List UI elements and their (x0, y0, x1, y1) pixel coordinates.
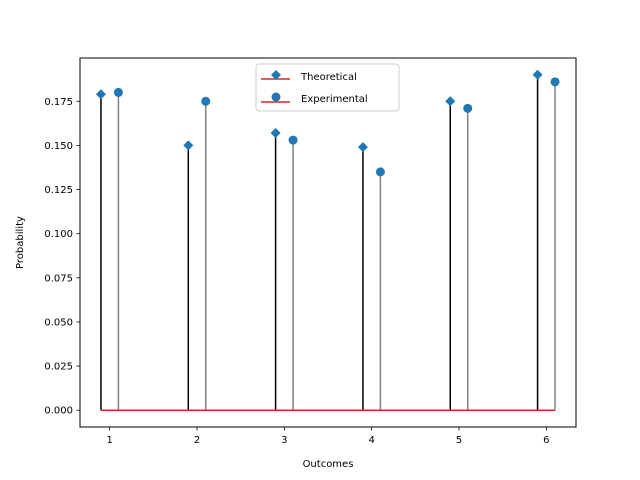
data-point-circle (550, 77, 560, 87)
data-point-diamond (183, 140, 194, 151)
legend-label-theoretical: Theoretical (300, 72, 357, 83)
legend-box (255, 63, 400, 112)
data-point-diamond (95, 89, 106, 100)
y-tick-label: 0.150 (44, 141, 73, 152)
legend-diamond-marker-icon (271, 70, 281, 80)
data-point-diamond (532, 69, 543, 80)
x-tick-label: 4 (368, 435, 374, 446)
y-tick-label: 0.175 (44, 97, 73, 108)
x-axis: 1 2 3 4 5 6 (107, 427, 549, 446)
y-tick-label: 0.050 (44, 317, 73, 328)
y-axis: 0.000 0.025 0.050 0.075 0.100 0.125 0.150 0.175 (44, 97, 80, 417)
x-tick-label: 2 (194, 435, 200, 446)
y-tick-label: 0.100 (44, 229, 73, 240)
data-point-circle (113, 87, 123, 97)
axes-frame (79, 57, 577, 428)
legend-label-experimental: Experimental (301, 94, 368, 105)
data-point-diamond (445, 96, 456, 107)
legend: Theoretical Experimental (255, 63, 400, 112)
data-point-diamond (270, 128, 281, 139)
x-tick-label: 5 (456, 435, 462, 446)
legend-entry-experimental: Experimental (261, 92, 368, 105)
data-point-circle (201, 96, 211, 106)
data-point-diamond (357, 142, 368, 153)
plot-area (95, 69, 560, 411)
y-tick-label: 0.025 (44, 362, 73, 373)
data-point-circle (463, 103, 473, 113)
y-tick-label: 0.000 (44, 406, 73, 417)
data-point-circle (288, 135, 298, 145)
legend-entry-theoretical: Theoretical (261, 70, 357, 83)
x-tick-label: 3 (281, 435, 287, 446)
x-tick-label: 1 (107, 435, 113, 446)
legend-circle-marker-icon (271, 92, 281, 102)
data-point-circle (375, 167, 385, 177)
x-tick-label: 6 (543, 435, 549, 446)
y-axis-label: Probability (15, 216, 26, 269)
y-tick-label: 0.125 (44, 185, 73, 196)
y-tick-label: 0.075 (44, 273, 73, 284)
x-axis-label: Outcomes (303, 459, 354, 470)
